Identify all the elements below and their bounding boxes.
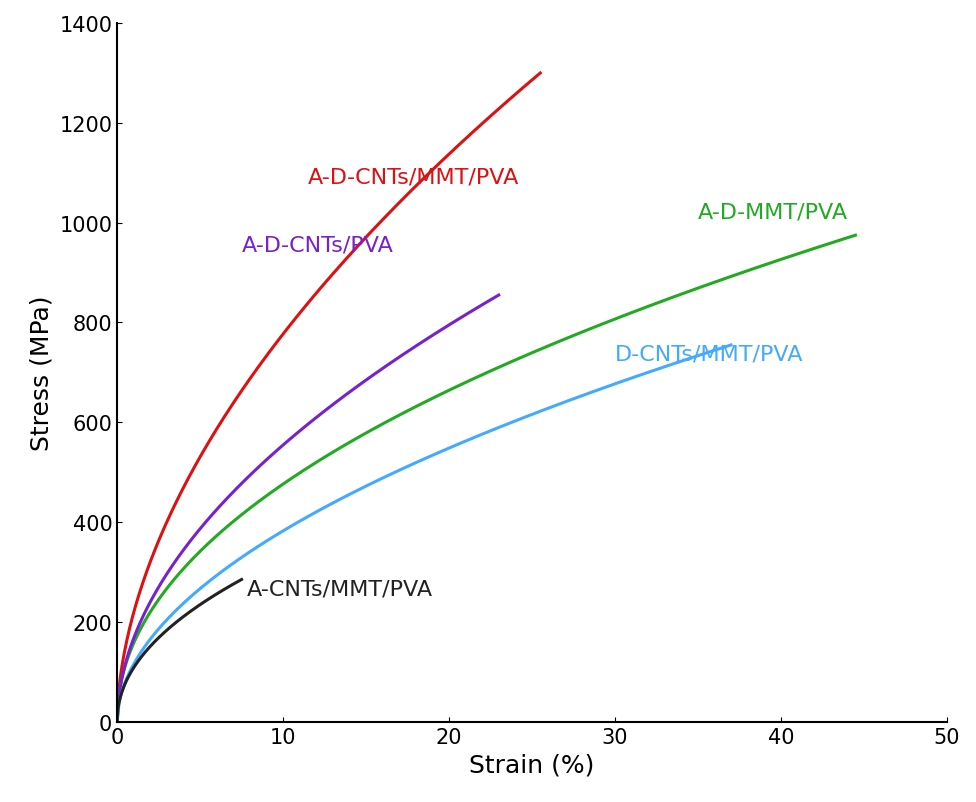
Text: A-CNTs/MMT/PVA: A-CNTs/MMT/PVA: [247, 579, 432, 599]
Text: A-D-MMT/PVA: A-D-MMT/PVA: [698, 202, 848, 222]
Text: A-D-CNTs/PVA: A-D-CNTs/PVA: [242, 235, 393, 255]
Text: D-CNTs/MMT/PVA: D-CNTs/MMT/PVA: [615, 345, 803, 364]
Y-axis label: Stress (MPa): Stress (MPa): [29, 295, 54, 451]
X-axis label: Strain (%): Strain (%): [469, 752, 594, 776]
Text: A-D-CNTs/MMT/PVA: A-D-CNTs/MMT/PVA: [308, 168, 519, 188]
